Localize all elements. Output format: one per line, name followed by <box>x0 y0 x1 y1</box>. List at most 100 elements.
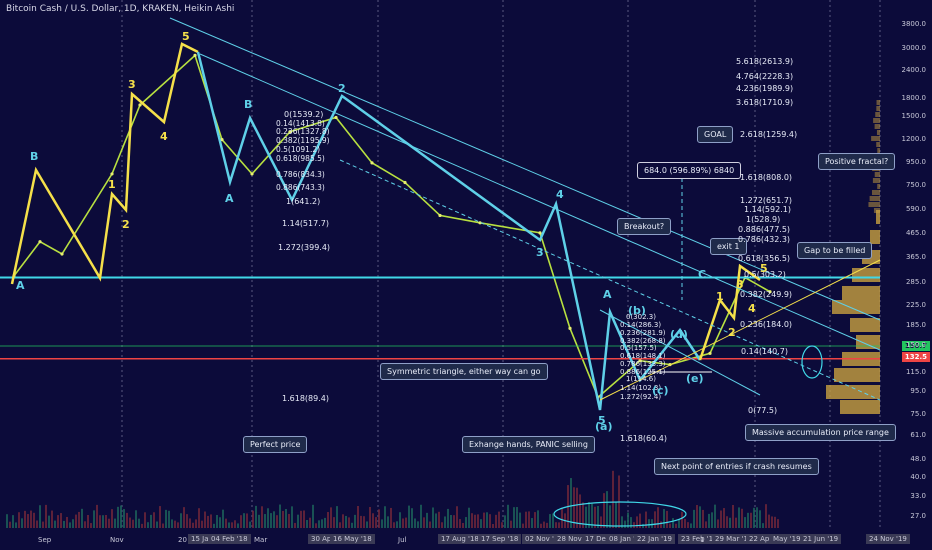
next-entry-callout[interactable]: Next point of entries if crash resumes <box>654 458 819 475</box>
fib-level: 1(114.6) <box>626 375 656 383</box>
volume-bar <box>519 512 521 528</box>
volume-bar <box>531 518 533 528</box>
volume-profile-bar <box>834 368 880 382</box>
date-axis-tick: 28 Nov '1 <box>554 534 594 544</box>
fib-level: 1(528.9) <box>746 215 781 224</box>
price-point <box>768 290 772 294</box>
volume-profile-bar <box>875 112 880 117</box>
gap-callout[interactable]: Gap to be filled <box>797 242 873 259</box>
volume-bar <box>483 512 485 528</box>
date-axis-tick: 20 <box>178 536 187 544</box>
volume-bar <box>594 506 596 528</box>
volume-bar <box>525 511 527 528</box>
breakout-callout[interactable]: Breakout? <box>617 218 672 235</box>
price-point <box>403 180 407 185</box>
volume-bar <box>546 522 548 528</box>
volume-bar <box>138 518 140 528</box>
volume-bar <box>168 510 170 528</box>
positive-fractal-callout[interactable]: Positive fractal? <box>818 153 896 170</box>
date-axis-tick: May '19 <box>770 534 804 544</box>
fib-level: 2.618(1259.4) <box>740 130 798 139</box>
price-axis-tick: 590.0 <box>905 205 926 214</box>
exit1-callout[interactable]: exit 1 <box>710 238 747 255</box>
volume-bar <box>777 519 779 528</box>
volume-bar <box>378 509 380 528</box>
fib-level: 0(77.5) <box>748 406 778 415</box>
date-axis-tick: 15 Jan <box>188 534 216 544</box>
fib-level: 1.272(399.4) <box>278 243 331 252</box>
volume-bar <box>69 522 71 528</box>
volume-bar <box>510 520 512 528</box>
wave-label: 2 <box>122 218 130 231</box>
wave-label: (b) <box>628 304 646 317</box>
volume-bar <box>396 521 398 528</box>
price-point <box>288 130 292 134</box>
price-axis-tick: 750.0 <box>905 181 926 190</box>
wave-label: (d) <box>670 328 688 341</box>
volume-profile-bar <box>852 268 880 282</box>
fib-level: 0.886(743.3) <box>276 183 325 192</box>
volume-bar <box>141 523 143 528</box>
perfect-price-callout[interactable]: Perfect price <box>243 436 308 453</box>
goal-callout[interactable]: GOAL <box>697 126 734 143</box>
volume-bar <box>690 523 692 528</box>
volume-profile-bar <box>876 142 880 147</box>
volume-bar <box>348 517 350 528</box>
price-axis-tick: 75.0 <box>910 410 926 419</box>
volume-bar <box>267 508 269 528</box>
date-axis-tick: Sep <box>38 536 52 544</box>
price-axis-tick: 1500.0 <box>901 112 927 121</box>
volume-bar <box>84 521 86 528</box>
volume-bar <box>753 507 755 528</box>
wave-label: A <box>16 279 25 292</box>
price-point <box>708 351 712 355</box>
volume-bar <box>612 470 614 528</box>
volume-bar <box>681 511 683 528</box>
wave-label: 3 <box>536 246 544 259</box>
volume-bar <box>258 514 260 528</box>
volume-bar <box>399 512 401 528</box>
volume-bar <box>651 519 653 528</box>
date-axis-tick: Jul <box>398 536 407 544</box>
price-point <box>478 221 482 225</box>
fib-level: 0.618(356.5) <box>738 254 791 263</box>
symmetric-triangle-callout[interactable]: Symmetric triangle, either way can go <box>380 363 548 380</box>
fib-level: 1.14(517.7) <box>282 219 329 228</box>
accumulation-callout[interactable]: Massive accumulation price range <box>745 424 896 441</box>
volume-profile-bar <box>872 178 880 183</box>
volume-bar <box>21 518 23 528</box>
volume-profile-bar <box>877 184 880 189</box>
volume-bar <box>390 507 392 528</box>
date-axis-tick: 29 Mar '1 <box>712 534 751 544</box>
volume-bar <box>6 514 8 528</box>
volume-bar <box>387 516 389 528</box>
volume-bar <box>360 515 362 528</box>
volume-bar <box>540 523 542 528</box>
volume-bar <box>114 518 116 528</box>
wave-label: 3 <box>128 78 136 91</box>
date-axis-tick: 04 Feb '18 <box>208 534 251 544</box>
fib-level: 0(302.3) <box>626 313 656 321</box>
date-axis-tick: 24 Nov '19 <box>866 534 910 544</box>
volume-bar <box>165 509 167 528</box>
trendline-down-2 <box>199 53 881 351</box>
volume-bar <box>444 516 446 528</box>
date-axis-tick: 22 Apr '19 <box>746 534 789 544</box>
fib-level: 1.272(92.4) <box>620 393 662 401</box>
volume-bar <box>738 507 740 528</box>
fib-level: 0.886(125.1) <box>620 368 666 376</box>
volume-bar <box>450 515 452 528</box>
volume-bar <box>750 512 752 528</box>
panic-selling-callout[interactable]: Exhange hands, PANIC selling <box>462 436 595 453</box>
price-axis-tick: 950.0 <box>905 157 926 166</box>
triangle-line-high <box>599 309 761 396</box>
volume-bar <box>207 515 209 528</box>
volume-bar <box>513 507 515 528</box>
volume-bar <box>162 523 164 528</box>
volume-bar <box>198 508 200 528</box>
chart-title: Bitcoin Cash / U.S. Dollar, 1D, KRAKEN, … <box>6 4 235 14</box>
volume-profile-bar <box>877 148 880 153</box>
volume-bar <box>183 507 185 528</box>
fib-level: 0.382(268.8) <box>620 337 666 345</box>
